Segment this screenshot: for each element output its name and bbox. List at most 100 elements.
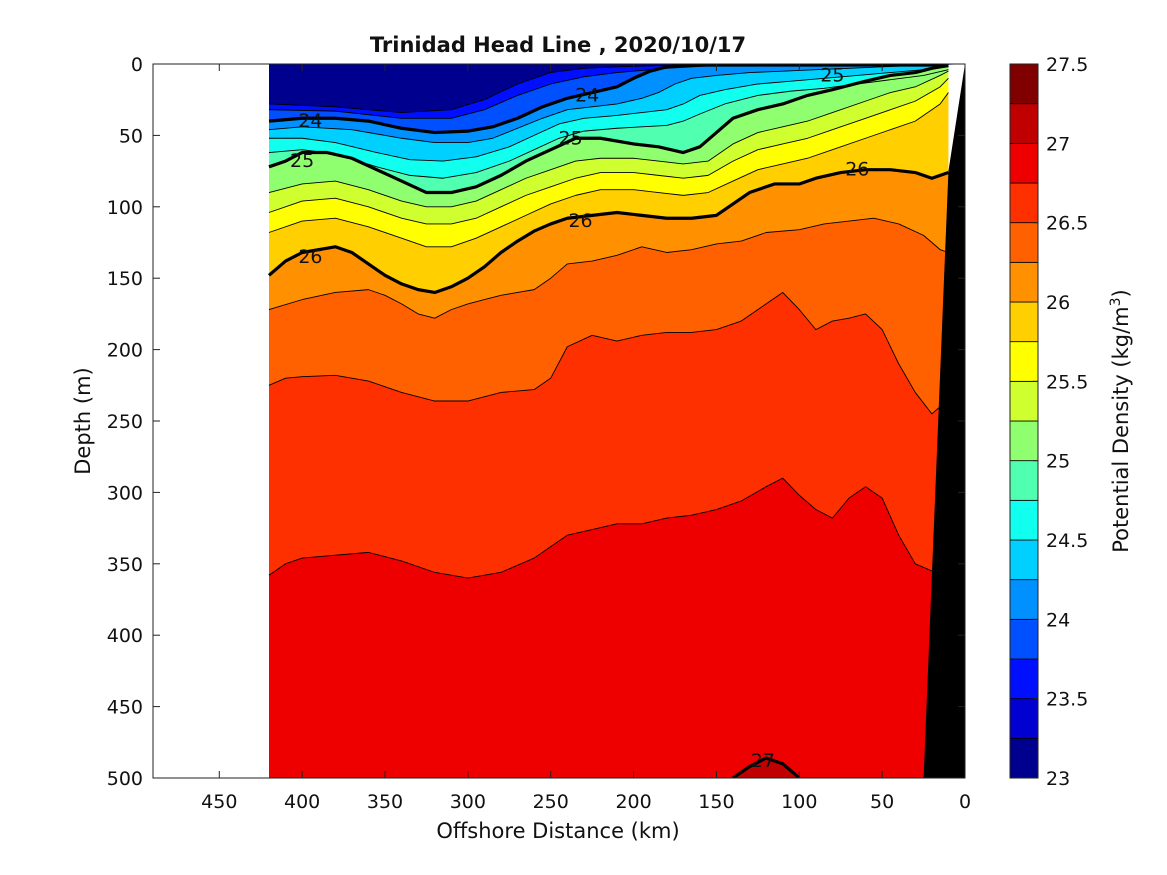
colorbar-segment (1009, 182, 1039, 224)
y-tick-label: 0 (131, 54, 143, 76)
y-axis: 0 50 100 150 200 250 300 350 400 450 500 (107, 54, 965, 790)
y-tick-label: 450 (107, 697, 143, 719)
contour-label: 26 (845, 159, 869, 181)
x-axis-label: Offshore Distance (km) (436, 819, 679, 843)
x-tick-label: 450 (201, 791, 237, 813)
x-tick-label: 250 (533, 791, 569, 813)
colorbar-tick-label: 24.5 (1046, 530, 1088, 552)
colorbar-segment (1009, 261, 1039, 303)
y-tick-label: 400 (107, 625, 143, 647)
contour-label: 25 (290, 150, 314, 172)
colorbar-segment (1009, 698, 1039, 739)
contour-line (267, 168, 949, 295)
colorbar-segment (1009, 737, 1039, 779)
colorbar-tick-label: 26 (1046, 292, 1070, 314)
colorbar-segment (1009, 579, 1039, 620)
colorbar-segment (1009, 658, 1039, 700)
y-tick-label: 50 (119, 125, 143, 147)
contour-line (268, 64, 949, 195)
contour-line (268, 69, 949, 179)
contour-lines (267, 64, 949, 778)
colorbar-segment (1009, 142, 1039, 184)
contour-label: 24 (575, 84, 599, 106)
contour-band (269, 65, 949, 162)
contour-line (268, 92, 949, 248)
seafloor (923, 64, 965, 778)
contour-line (268, 77, 949, 225)
colorbar-tick-label: 27 (1046, 133, 1070, 155)
x-tick-label: 50 (870, 791, 894, 813)
contour-label: 25 (820, 64, 844, 86)
seafloor-mask (923, 64, 965, 778)
y-tick-label: 150 (107, 268, 143, 290)
colorbar-frame (1009, 63, 1039, 779)
colorbar-tick-label: 23.5 (1046, 689, 1088, 711)
x-tick-label: 0 (959, 791, 971, 813)
y-tick-label: 350 (107, 554, 143, 576)
colorbar (1009, 63, 1039, 779)
colorbar-tick-label: 26.5 (1046, 213, 1088, 235)
colorbar-tick-label: 27.5 (1046, 54, 1088, 76)
colorbar-axis: 23 23.5 24 24.5 25 25.5 26 26.5 27 27.5 (1033, 54, 1088, 790)
colorbar-segment (1009, 341, 1039, 382)
x-tick-label: 400 (284, 791, 320, 813)
contour-band (269, 64, 949, 133)
colorbar-segment (1009, 63, 1039, 105)
colorbar-tick-label: 23 (1046, 768, 1070, 790)
colorbar-tick-label: 25.5 (1046, 371, 1088, 393)
colorbar-tick-label: 24 (1046, 609, 1070, 631)
x-tick-label: 200 (615, 791, 651, 813)
contour-band (269, 292, 941, 579)
contour-line (268, 64, 949, 135)
colorbar-segment (1009, 499, 1039, 541)
contour-label: 24 (298, 110, 322, 132)
colorbar-segment (1009, 618, 1039, 660)
contour-line (268, 70, 949, 208)
contour-label: 26 (298, 246, 322, 268)
x-tick-label: 100 (781, 791, 817, 813)
contour-band (269, 218, 949, 414)
x-tick-label: 350 (367, 791, 403, 813)
contour-line (268, 217, 949, 319)
contour-labels: 24 24 25 25 25 26 26 26 27 (290, 64, 869, 771)
contour-band (269, 478, 965, 778)
colorbar-tick-label: 25 (1046, 451, 1070, 473)
colorbar-label-suffix: ) (1109, 289, 1133, 297)
colorbar-segment (1009, 103, 1039, 144)
contour-band (269, 64, 949, 143)
colorbar-label: Potential Density (kg/m3) (1108, 289, 1133, 553)
colorbar-label-superscript: 3 (1108, 297, 1124, 306)
contour-line (268, 64, 949, 143)
contour-band (269, 92, 949, 293)
colorbar-label-text: Potential Density (kg/m (1109, 306, 1133, 552)
contour-line (269, 66, 949, 162)
y-tick-label: 250 (107, 411, 143, 433)
y-tick-label: 300 (107, 482, 143, 504)
contour-label: 27 (751, 750, 775, 772)
y-tick-label: 500 (107, 768, 143, 790)
contour-line (268, 292, 941, 415)
contour-band (269, 66, 949, 179)
contour-band (269, 64, 965, 113)
contour-line (268, 477, 941, 579)
colorbar-segment (1009, 222, 1039, 263)
contour-band (269, 65, 949, 207)
y-tick-label: 200 (107, 340, 143, 362)
contour-line (732, 756, 801, 778)
x-tick-label: 150 (698, 791, 734, 813)
x-axis: 450 400 350 300 250 200 150 100 50 0 (201, 64, 971, 813)
contour-band (269, 169, 949, 319)
contour-label: 25 (559, 127, 583, 149)
colorbar-segment (1009, 460, 1039, 501)
contour-band (733, 758, 800, 778)
colorbar-segment (1009, 539, 1039, 581)
colorbar-segment (1009, 301, 1039, 343)
y-tick-label: 100 (107, 197, 143, 219)
colorbar-segment (1009, 380, 1039, 422)
chart-title: Trinidad Head Line , 2020/10/17 (370, 33, 746, 57)
contour-label: 26 (568, 210, 592, 232)
y-axis-label: Depth (m) (71, 367, 95, 474)
colorbar-segment (1009, 420, 1039, 462)
